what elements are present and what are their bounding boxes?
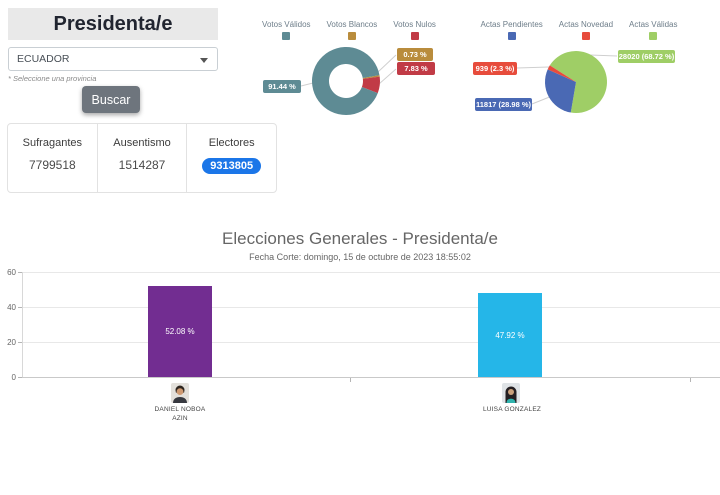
actas-pie-chart[interactable]: Actas Pendientes Actas Novedad Actas Vál… [460,15,720,130]
votos-validos-label: 91.44 % [263,80,301,93]
x-axis-line [22,377,720,378]
stats-cards-row: Sufragantes 7799518 Ausentismo 1514287 E… [7,123,277,193]
candidate-name-daniel-noboa: DANIEL NOBOA AZIN [154,406,206,422]
candidate-photo-daniel-noboa [171,383,189,403]
actas-novedad-label: 939 (2.3 %) [473,62,517,75]
search-button[interactable]: Buscar [82,86,140,113]
actas-pendientes-swatch [507,32,516,40]
legend-item-actas-pendientes: Actas Pendientes [481,20,543,40]
ytick-label-60: 60 [7,268,16,277]
ytick-label-0: 0 [11,373,16,382]
gridline-20 [22,342,720,343]
card-electores: Electores 9313805 [186,124,276,192]
electores-badge: 9313805 [202,158,262,174]
votos-donut-chart[interactable]: Votos Válidos Votos Blancos Votos Nulos … [250,15,465,127]
actas-validas-swatch [649,32,658,40]
actas-legend: Actas Pendientes Actas Novedad Actas Vál… [460,20,720,40]
actas-novedad-swatch [581,32,590,40]
bar-luisa-gonzalez[interactable]: 47.92 % [478,293,542,377]
actas-pendientes-label: 11817 (28.98 %) [475,98,532,111]
votos-nulos-swatch [410,32,419,40]
gridline-60 [22,272,720,273]
legend-item-votos-nulos: Votos Nulos [393,20,436,40]
bar-chart-subtitle: Fecha Corte: domingo, 15 de octubre de 2… [249,252,471,262]
legend-item-votos-validos: Votos Válidos [262,20,311,40]
page-title: Presidenta/e [8,8,218,40]
legend-item-votos-blancos: Votos Blancos [327,20,377,40]
legend-item-actas-novedad: Actas Novedad [559,20,613,40]
province-hint: * Seleccione una provincia [8,74,97,83]
card-sufragantes: Sufragantes 7799518 [8,124,97,192]
chevron-down-icon [200,58,208,63]
votos-donut-svg [300,47,397,116]
ytick-label-20: 20 [7,338,16,347]
ytick-label-40: 40 [7,303,16,312]
bar-value-daniel: 52.08 % [165,326,195,336]
actas-pie-svg [516,50,618,113]
y-axis-line [22,272,23,377]
country-select-value: ECUADOR [17,53,70,65]
candidate-name-luisa-gonzalez: LUISA GONZALEZ [482,406,542,413]
gridline-40 [22,307,720,308]
votos-blancos-swatch [347,32,356,40]
candidate-photo-luisa-gonzalez [502,383,520,403]
votos-legend: Votos Válidos Votos Blancos Votos Nulos [250,20,465,40]
legend-item-actas-validas: Actas Válidas [629,20,678,40]
country-select[interactable]: ECUADOR [8,47,218,71]
actas-validas-label: 28020 (68.72 %) [618,50,675,63]
results-bar-chart: Elecciones Generales - Presidenta/e Fech… [0,225,720,425]
ausentismo-value: 1514287 [118,158,166,172]
bar-chart-title: Elecciones Generales - Presidenta/e [222,229,498,248]
votos-validos-swatch [282,32,291,40]
card-ausentismo: Ausentismo 1514287 [96,124,187,192]
bar-value-luisa: 47.92 % [495,330,525,340]
votos-nulos-label: 7.83 % [397,62,435,75]
votos-blancos-label: 0.73 % [397,48,433,61]
bar-daniel-noboa[interactable]: 52.08 % [148,285,212,377]
sufragantes-value: 7799518 [28,158,76,172]
